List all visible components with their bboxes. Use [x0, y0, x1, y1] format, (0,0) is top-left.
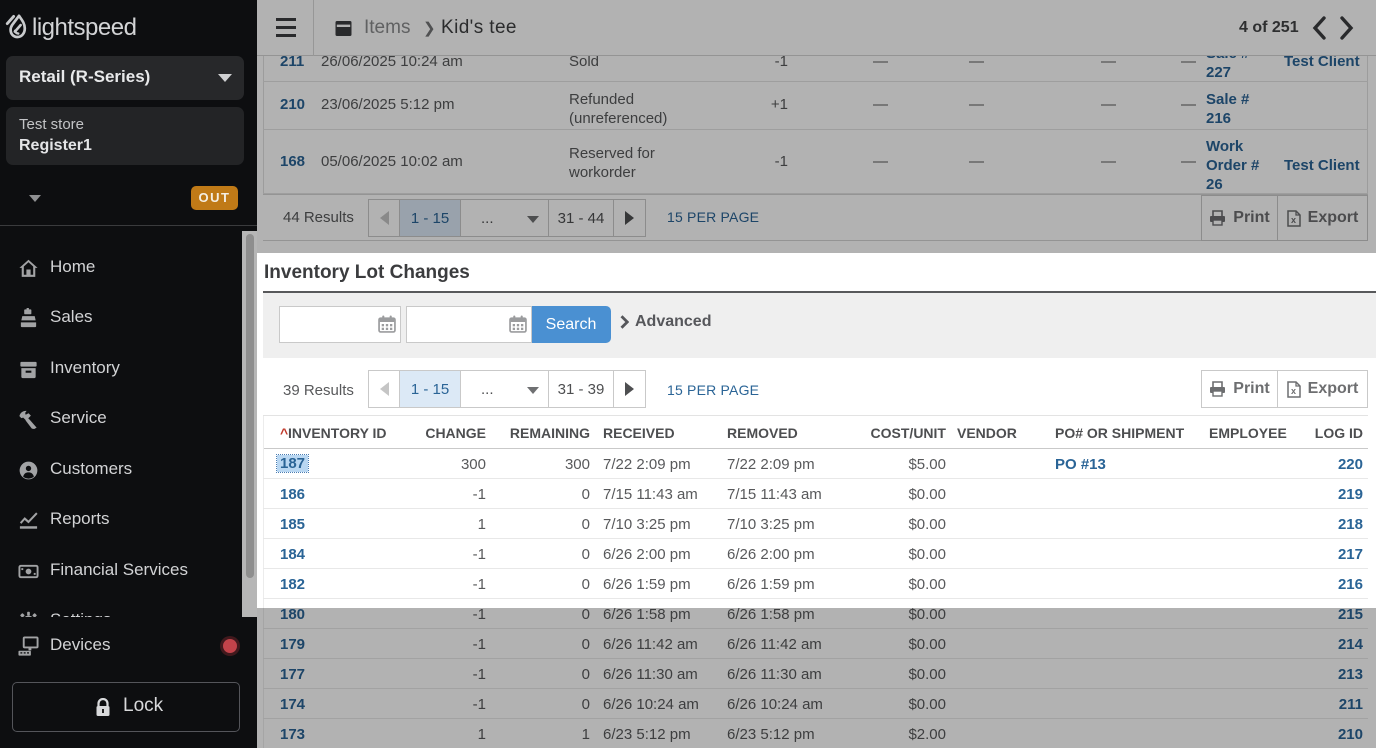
svg-text:x: x [1291, 215, 1296, 225]
svg-text:x: x [1291, 386, 1296, 396]
